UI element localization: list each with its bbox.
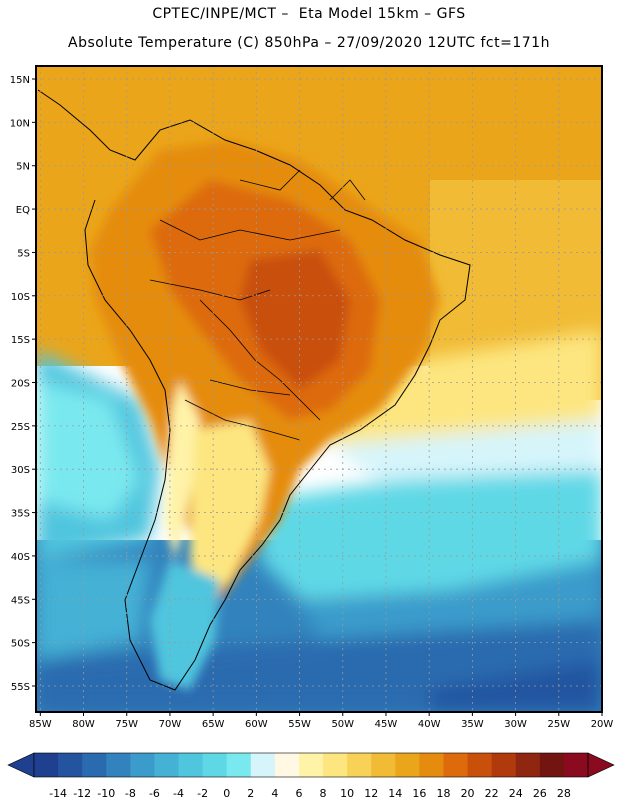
lon-tick-label: 30W	[504, 719, 527, 730]
colorbar-swatch	[491, 753, 517, 777]
lat-tick-label: 10S	[11, 292, 30, 303]
coastline	[37, 89, 471, 691]
colorbar-min-arrow	[7, 752, 35, 778]
colorbar-swatch	[82, 753, 107, 777]
lon-tick-label: 85W	[29, 719, 52, 730]
colorbar-label: 14	[388, 787, 402, 800]
longitude-axis: 85W 80W 75W 70W 65W 60W 55W 50W 45W 40W 35W 30W 25W 2…	[29, 712, 613, 730]
map-title-field: Absolute Temperature (C) 850hPa – 27/09/…	[68, 35, 550, 51]
colorbar-label: 24	[509, 787, 523, 800]
colorbar: -14 -12 -10 -8 -6 -4 -2 0 2 4 6 8 10 12 14 16 18 20 22 24 26…	[7, 752, 615, 800]
lon-tick-label: 60W	[245, 719, 268, 730]
colorbar-label: 16	[412, 787, 426, 800]
colorbar-label: 28	[557, 787, 571, 800]
country-borders	[149, 169, 366, 441]
colorbar-label: 22	[485, 787, 499, 800]
latitude-axis: 15N 10N 5N EQ 5S 10S 15S 20S 25S 30S 35S 40S 45S 50S 5…	[10, 75, 36, 693]
colorbar-label: 4	[271, 787, 278, 800]
colorbar-swatch	[58, 753, 83, 777]
field-heat-core	[240, 250, 350, 390]
field-andes-cool	[165, 380, 200, 560]
lat-tick-label: 15S	[11, 335, 30, 346]
lat-tick-label: 45S	[11, 595, 30, 606]
lat-tick-label: 30S	[11, 465, 30, 476]
colorbar-label: -12	[73, 787, 91, 800]
gridlines	[36, 66, 603, 712]
lon-tick-label: 65W	[202, 719, 225, 730]
colorbar-swatch	[274, 753, 300, 777]
colorbar-swatch	[443, 753, 469, 777]
colorbar-swatch	[323, 753, 348, 777]
colorbar-label: -10	[97, 787, 115, 800]
lon-tick-label: 45W	[375, 719, 398, 730]
colorbar-label: 18	[436, 787, 450, 800]
colorbar-label: -8	[125, 787, 136, 800]
colorbar-swatch	[419, 753, 444, 777]
lat-tick-label: 50S	[11, 639, 30, 650]
colorbar-label: -14	[49, 787, 67, 800]
colorbar-swatch	[515, 753, 541, 777]
colorbar-frame	[33, 752, 589, 778]
lon-tick-label: 20W	[591, 719, 614, 730]
lon-tick-label: 80W	[72, 719, 95, 730]
field-patagonia	[150, 560, 220, 690]
lat-tick-label: 5N	[16, 162, 30, 173]
colorbar-swatch	[226, 753, 252, 777]
colorbar-label: 10	[340, 787, 354, 800]
plot-frame	[35, 65, 603, 713]
lat-tick-label: 20S	[11, 378, 30, 389]
colorbar-swatch	[106, 753, 131, 777]
colorbar-swatch	[347, 753, 372, 777]
colorbar-max-arrow	[587, 752, 615, 778]
field-pacific-blue	[36, 560, 150, 660]
colorbar-label: 8	[320, 787, 327, 800]
lat-tick-label: 25S	[11, 422, 30, 433]
colorbar-swatch	[371, 753, 396, 777]
colorbar-swatch	[395, 753, 420, 777]
lat-tick-label: 55S	[11, 682, 30, 693]
colorbar-label: -6	[149, 787, 160, 800]
colorbar-swatch	[130, 753, 155, 777]
lat-tick-label: 15N	[10, 75, 30, 86]
lon-tick-label: 40W	[418, 719, 441, 730]
map-title-model: CPTEC/INPE/MCT – Eta Model 15km – GFS	[152, 6, 466, 22]
colorbar-swatch	[178, 753, 204, 777]
field-argentina-yellow	[190, 420, 270, 600]
colorbar-label: 0	[223, 787, 230, 800]
colorbar-label: -2	[197, 787, 208, 800]
colorbar-swatch	[202, 753, 228, 777]
colorbar-swatch	[563, 753, 589, 777]
colorbar-swatch	[250, 753, 276, 777]
colorbar-swatch	[539, 753, 565, 777]
lon-tick-label: 25W	[547, 719, 570, 730]
colorbar-label: 6	[295, 787, 302, 800]
lon-tick-label: 70W	[159, 719, 182, 730]
field-pacific-light	[36, 380, 140, 520]
colorbar-label: 2	[247, 787, 254, 800]
colorbar-swatch	[34, 753, 59, 777]
colorbar-label: 26	[533, 787, 547, 800]
lat-tick-label: 10N	[10, 118, 30, 129]
colorbar-swatch	[154, 753, 180, 777]
lon-tick-label: 50W	[331, 719, 354, 730]
lat-tick-label: 35S	[11, 509, 30, 520]
lat-tick-label: 5S	[17, 248, 30, 259]
colorbar-label: 12	[364, 787, 378, 800]
lon-tick-label: 35W	[461, 719, 484, 730]
colorbar-label: -4	[173, 787, 184, 800]
lon-tick-label: 55W	[288, 719, 311, 730]
colorbar-swatch	[298, 753, 324, 777]
lat-tick-label: 40S	[11, 552, 30, 563]
lat-tick-label: EQ	[16, 205, 30, 216]
colorbar-label: 20	[461, 787, 475, 800]
colorbar-swatch	[467, 753, 493, 777]
lon-tick-label: 75W	[115, 719, 138, 730]
